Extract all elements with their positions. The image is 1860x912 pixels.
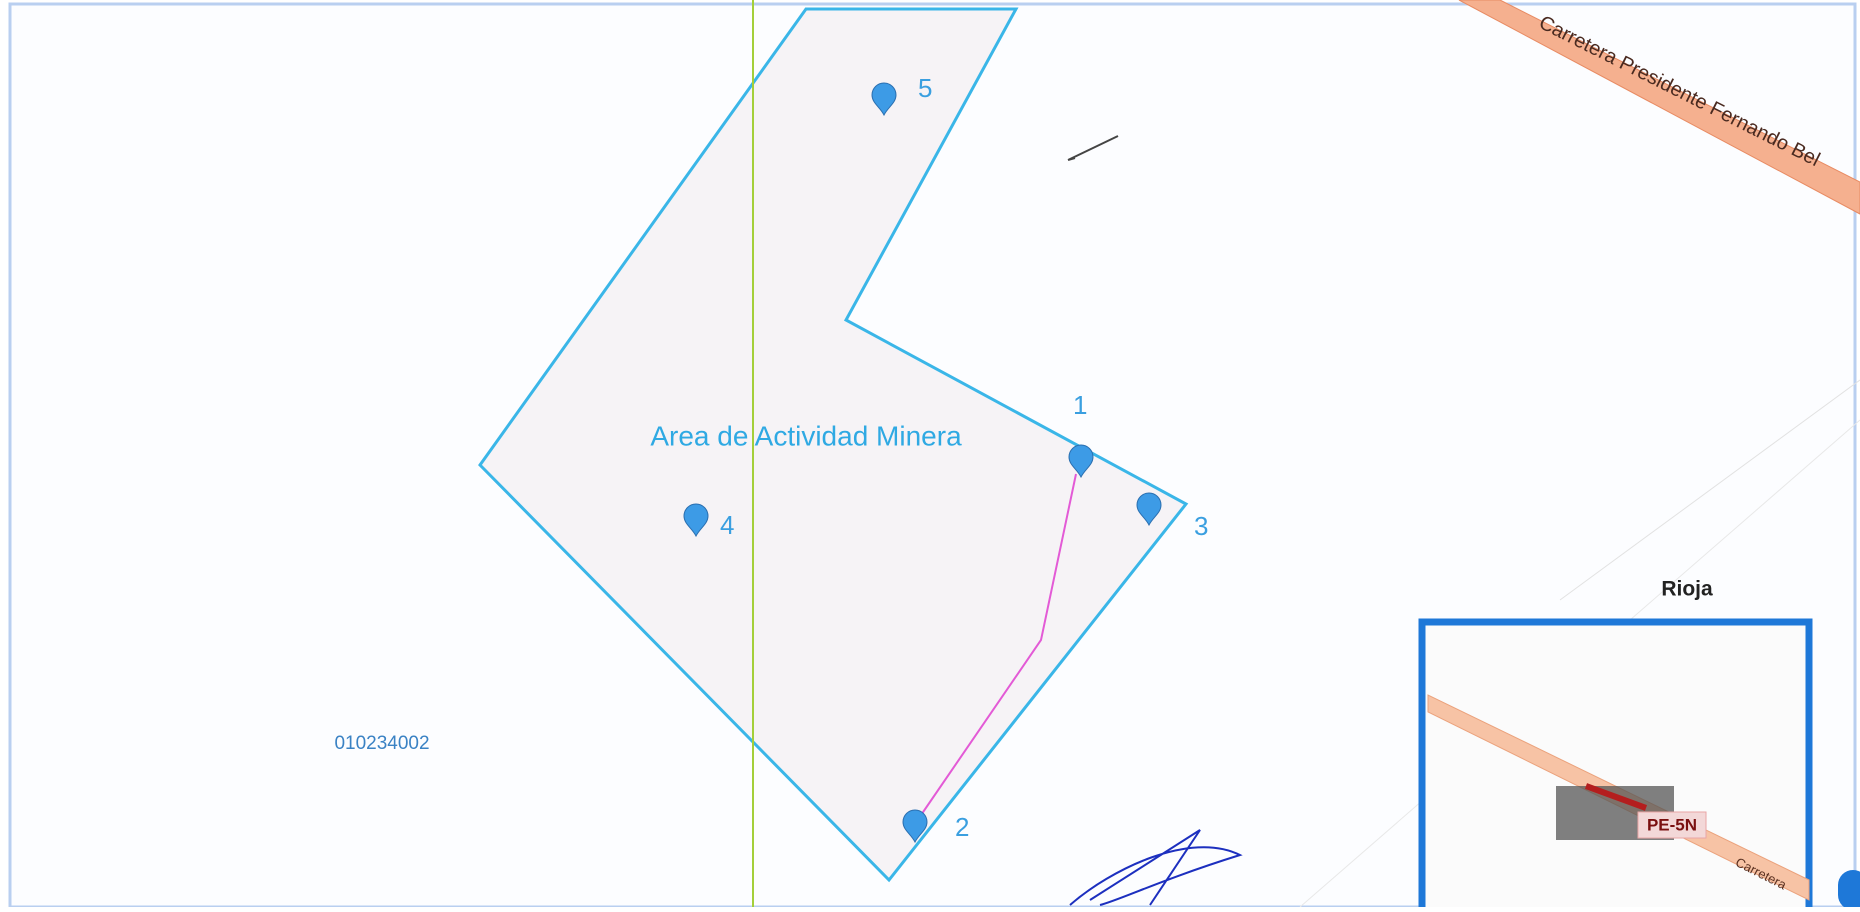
parcel-code: 010234002 — [334, 733, 429, 754]
point-label: 2 — [955, 812, 969, 842]
point-label: 5 — [918, 73, 932, 103]
point-label: 4 — [720, 510, 734, 540]
town-label: Rioja — [1661, 578, 1713, 601]
page: Carretera Presidente Fernando Bel Area d… — [0, 0, 1860, 907]
point-label: 3 — [1194, 511, 1208, 541]
inset-route: PE-5N — [1647, 815, 1697, 834]
area-label: Area de Actividad Minera — [650, 420, 962, 451]
inset-map — [1422, 622, 1860, 907]
point-label: 1 — [1073, 390, 1087, 420]
map: Carretera Presidente Fernando Bel Area d… — [0, 0, 1860, 907]
